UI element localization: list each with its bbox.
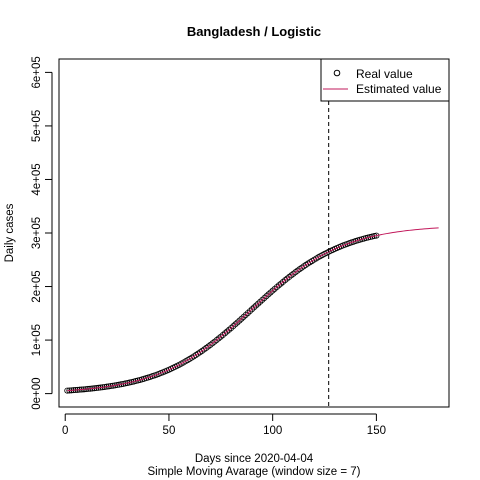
y-tick-label: 6e+05 — [31, 56, 43, 88]
point-real-value — [257, 298, 264, 305]
point-real-value — [228, 324, 235, 331]
point-real-value — [240, 313, 247, 320]
point-real-value — [263, 293, 270, 300]
point-real-value — [219, 332, 226, 339]
x-axis-label: Days since 2020-04-04 — [195, 453, 314, 465]
point-real-value — [261, 294, 268, 301]
point-real-value — [238, 315, 245, 322]
legend-label-real-value: Real value — [356, 67, 413, 81]
point-real-value — [253, 302, 260, 309]
y-tick-label: 5e+05 — [31, 110, 43, 142]
y-tick-label: 0e+00 — [31, 377, 43, 409]
x-axis: 0 50 100 150 — [62, 413, 386, 437]
y-tick-label: 4e+05 — [31, 163, 43, 195]
plot-area — [58, 58, 450, 408]
point-real-value — [242, 311, 249, 318]
legend-box — [320, 58, 450, 102]
y-axis-label: Daily cases — [4, 203, 16, 262]
y-tick-label: 3e+05 — [31, 217, 43, 249]
point-real-value — [280, 278, 287, 285]
point-real-value — [277, 280, 284, 287]
legend: Real value Estimated value — [320, 58, 450, 102]
x-axis-sublabel: Simple Moving Avarage (window size = 7) — [148, 466, 361, 478]
point-real-value — [373, 232, 380, 239]
point-real-value — [217, 333, 224, 340]
point-real-value — [275, 282, 282, 289]
point-real-value — [269, 287, 276, 294]
chart-marks — [64, 59, 439, 407]
chart-title: Bangladesh / Logistic — [187, 24, 321, 39]
x-tick-label: 150 — [367, 425, 386, 437]
point-real-value — [265, 291, 272, 298]
point-real-value — [244, 310, 251, 317]
point-real-value — [236, 317, 243, 324]
legend-label-estimated-value: Estimated value — [356, 82, 442, 96]
point-real-value — [248, 306, 255, 313]
point-real-value — [226, 326, 233, 333]
x-tick-label: 0 — [62, 425, 68, 437]
legend-marker-real-value — [333, 69, 341, 77]
point-real-value — [267, 289, 274, 296]
point-real-value — [234, 319, 241, 326]
point-real-value — [250, 304, 257, 311]
point-real-value — [259, 296, 266, 303]
x-tick-label: 100 — [263, 425, 282, 437]
y-tick-label: 1e+05 — [31, 324, 43, 356]
y-axis: 0e+00 1e+05 2e+05 3e+05 4e+05 5e+05 6e+05 — [31, 56, 53, 410]
point-real-value — [224, 328, 231, 335]
point-real-value — [215, 335, 222, 342]
point-real-value — [232, 321, 239, 328]
y-tick-label: 2e+05 — [31, 270, 43, 302]
point-real-value — [273, 284, 280, 291]
x-tick-label: 50 — [163, 425, 176, 437]
point-real-value — [230, 323, 237, 330]
point-real-value — [255, 300, 262, 307]
point-real-value — [271, 285, 278, 292]
line-estimated-value — [67, 227, 439, 392]
point-real-value — [246, 308, 253, 315]
point-real-value — [221, 330, 228, 337]
